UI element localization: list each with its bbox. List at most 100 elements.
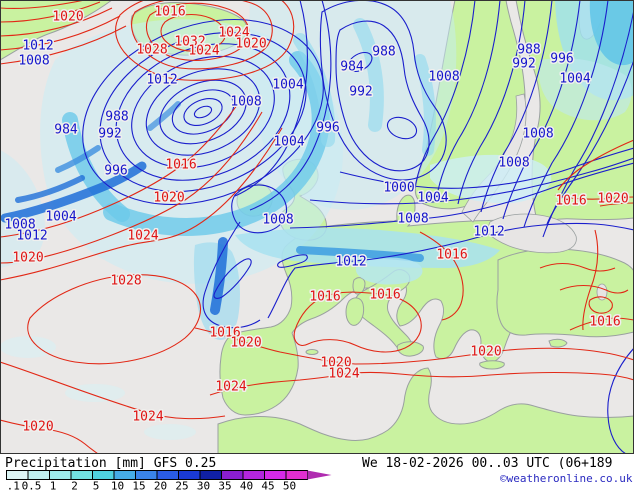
pressure-label-low: 1008 [397, 212, 428, 227]
pressure-label-low: 992 [512, 57, 535, 72]
precip-sw-speck-1 [0, 336, 56, 358]
pressure-label-low: 1008 [522, 127, 553, 142]
colorbar-segment [6, 470, 29, 480]
precip-france-band [235, 227, 500, 268]
balkan-1016-line [419, 231, 464, 321]
pressure-label-high: 1020 [153, 191, 184, 206]
pressure-label-low: 1008 [262, 213, 293, 228]
precip-biscay-dark [210, 237, 228, 315]
ridge-1024 [0, 127, 283, 281]
pressure-label-low: 1004 [417, 191, 448, 206]
precip-dark-streak-1 [0, 161, 147, 223]
high-1028-loop [27, 274, 201, 365]
fan-line-5 [502, 0, 581, 220]
land-sicily [396, 341, 424, 357]
copyright-link[interactable]: ©weatheronline.co.uk [500, 472, 633, 485]
colorbar-tick-label: 1 [50, 480, 57, 490]
footer-bar: Precipitation [mm] GFS 0.25 0.10.5125101… [0, 454, 634, 490]
greenland-line-3 [0, 7, 113, 37]
pressure-label-low: 1008 [18, 54, 49, 69]
datetime-label: We 18-02-2026 00..03 UTC (06+189 [362, 456, 613, 471]
pressure-label-high: 1016 [589, 315, 620, 330]
italy-1016-loop [293, 291, 422, 353]
precip-norway-cell-1 [293, 33, 336, 147]
pressure-label-high: 1020 [12, 251, 43, 266]
colorbar-tick-label: 30 [197, 480, 210, 490]
colorbar-tick-label: 50 [283, 480, 296, 490]
pressure-label-high: 1020 [597, 192, 628, 207]
colorbar-tick-label: 45 [261, 480, 274, 490]
norway-low-inner-1 [347, 51, 373, 73]
colorbar-tick-label: 35 [218, 480, 231, 490]
product-title: Precipitation [mm] GFS 0.25 [5, 456, 217, 471]
colorbar-segment [264, 470, 287, 480]
pressure-label-high: 1020 [235, 37, 266, 52]
land-north-africa [217, 367, 634, 454]
spiral-connector-2 [249, 0, 332, 211]
pressure-label-low: 1004 [272, 78, 303, 93]
fan-line-8 [546, 59, 634, 225]
euro-line-1008 [289, 162, 634, 229]
colorbar-segment [221, 470, 244, 480]
colorbar-segment [135, 470, 158, 480]
land-cyprus [548, 338, 568, 348]
colorbar-segment [178, 470, 201, 480]
pressure-label-low: 1012 [16, 229, 47, 244]
pressure-label-high: 1028 [136, 43, 167, 58]
colorbar-segment [113, 470, 136, 480]
anatolia-1020-line [599, 202, 634, 207]
pressure-label-high: 1024 [132, 410, 163, 425]
iceland-high-inner [160, 13, 226, 52]
pressure-label-high: 1020 [22, 420, 53, 435]
precip-sw-speck-2 [65, 384, 125, 402]
land-sardinia [345, 297, 365, 326]
pressure-label-high: 1024 [218, 26, 249, 41]
anatolia-wiggle-1 [539, 262, 616, 272]
anatolia-wiggle-2 [559, 284, 629, 294]
pressure-label-low: 1012 [473, 225, 504, 240]
biscay-trough-loop [213, 258, 252, 299]
pressure-label-high: 1024 [127, 229, 158, 244]
isobars-low-layer [82, 0, 634, 454]
colorbar-tick-label: 2 [71, 480, 78, 490]
colorbar-segment [242, 470, 265, 480]
colorbar-segment [27, 470, 50, 480]
pressure-label-low: 1004 [273, 135, 304, 150]
anatolia-1016-line [554, 194, 634, 200]
colorbar-segment [92, 470, 115, 480]
pressure-label-high: 1016 [309, 290, 340, 305]
med-1020-line [194, 327, 634, 365]
caucasus-line [557, 139, 634, 191]
pressure-label-low: 996 [316, 121, 339, 136]
pressure-label-low: 1008 [498, 156, 529, 171]
precip-dark-streak-4 [147, 101, 181, 131]
precipitation-layer [0, 0, 634, 440]
east-edge-wiggle [582, 229, 599, 331]
ridge-1020 [0, 111, 263, 264]
pressure-label-low: 1004 [559, 72, 590, 87]
land-corsica [352, 277, 366, 295]
precip-barents-band [538, 58, 632, 121]
fan-line-6 [523, 0, 609, 228]
south-1024-med-line [209, 371, 634, 396]
pressure-label-low: 1012 [335, 255, 366, 270]
pressure-label-high: 1032 [174, 35, 205, 50]
pressure-label-high: 1016 [165, 158, 196, 173]
precip-alps [355, 257, 423, 285]
se-corner-line [607, 347, 634, 454]
pressure-label-high: 1016 [555, 194, 586, 209]
isobars-high-layer [0, 0, 634, 454]
biscay-1008-hook [202, 221, 261, 329]
precip-ne-corner-dark [589, 0, 634, 66]
pressure-label-low: 1008 [230, 95, 261, 110]
precip-france-dark-core [296, 246, 424, 262]
colorbar-tick-label: 10 [111, 480, 124, 490]
colorbar-tick-label: 15 [132, 480, 145, 490]
pressure-label-low: 1008 [428, 70, 459, 85]
precip-dark-streak-2 [15, 175, 85, 203]
uk-1008-loop [231, 184, 288, 234]
ridge-1016 [0, 97, 243, 238]
precip-west-light [0, 150, 45, 268]
